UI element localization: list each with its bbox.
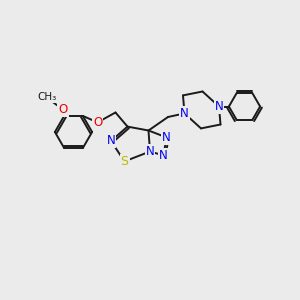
- Text: O: O: [58, 103, 68, 116]
- Text: O: O: [93, 116, 102, 129]
- Text: CH₃: CH₃: [37, 92, 56, 103]
- Text: N: N: [214, 100, 224, 113]
- Text: N: N: [180, 107, 189, 120]
- Text: N: N: [106, 134, 116, 148]
- Text: N: N: [146, 145, 154, 158]
- Text: N: N: [159, 149, 168, 162]
- Text: N: N: [162, 131, 171, 144]
- Text: S: S: [121, 155, 128, 168]
